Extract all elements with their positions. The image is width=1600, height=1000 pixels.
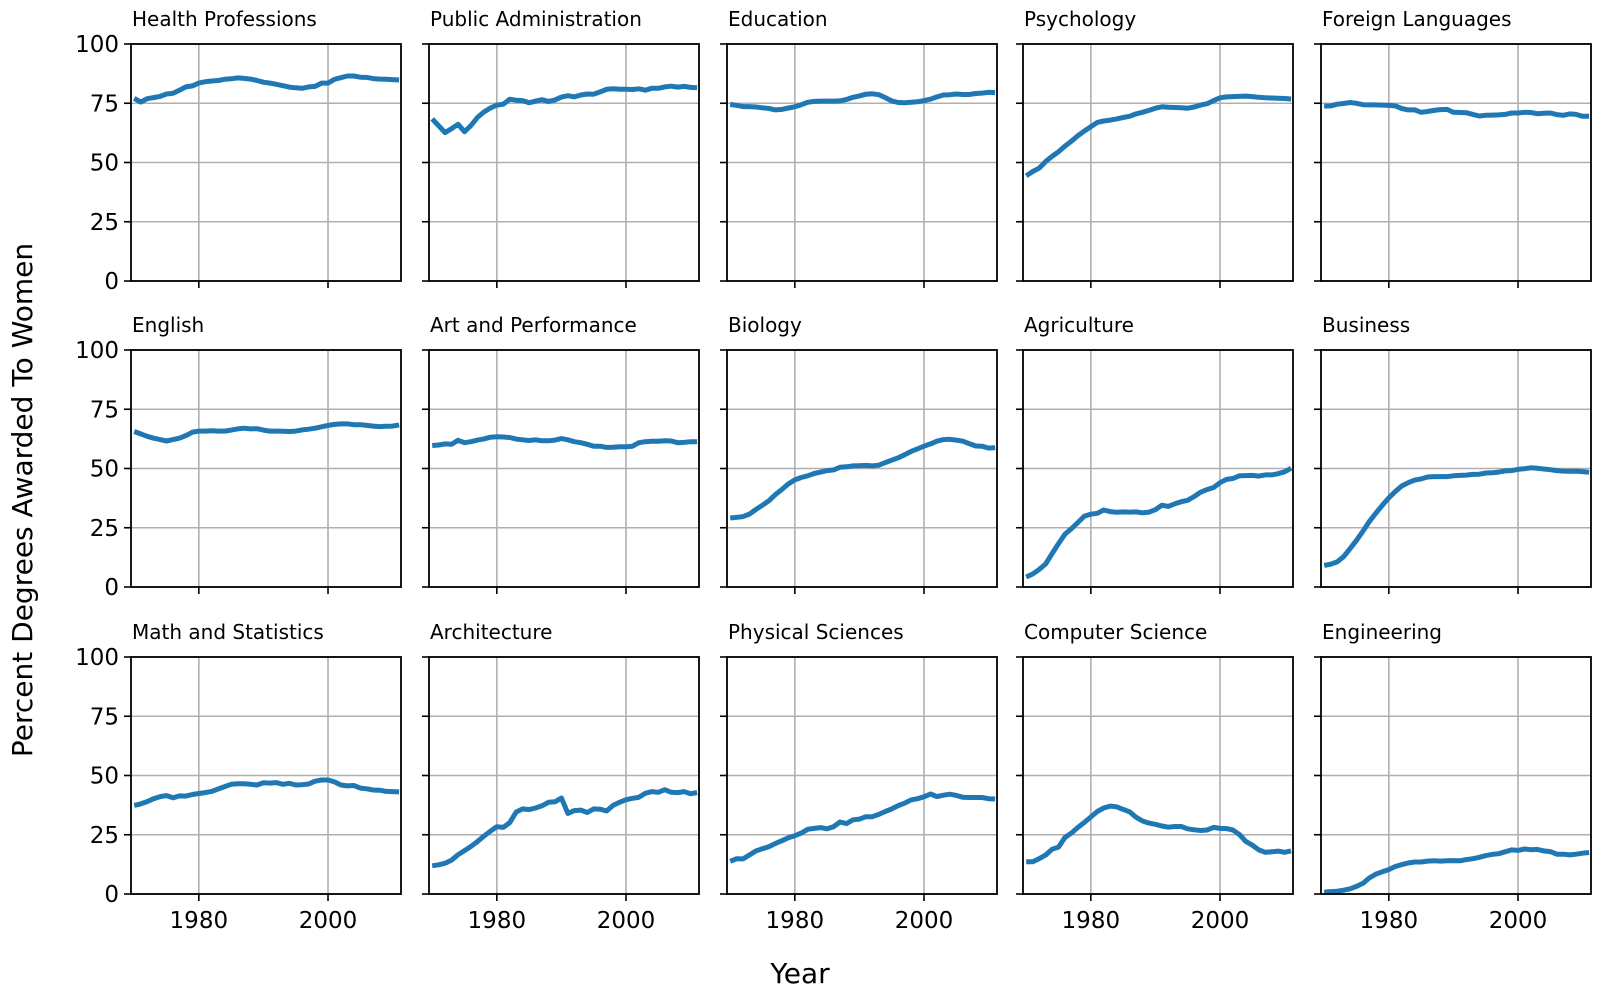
series-line: [1323, 465, 1590, 568]
x-tick-label: 1980: [766, 908, 825, 934]
series-line: [729, 791, 996, 864]
y-tick-label: 25: [90, 516, 119, 542]
series-line: [1026, 803, 1292, 865]
series-line: [432, 434, 698, 450]
y-tick-label: 0: [104, 882, 119, 908]
y-axis-label: Percent Degrees Awarded To Women: [6, 243, 39, 757]
x-tick-label: 1980: [170, 908, 229, 934]
subplot-title: Engineering: [1322, 620, 1442, 644]
subplot-business: Business: [1314, 313, 1592, 594]
series-line: [1324, 846, 1590, 895]
y-tick-label: 75: [90, 704, 119, 730]
subplot-psychology: Psychology: [1016, 7, 1294, 288]
series-line: [431, 787, 698, 869]
y-tick-label: 100: [75, 645, 119, 671]
series-line: [1324, 100, 1590, 119]
series-line: [133, 777, 400, 808]
y-tick-label: 50: [90, 764, 119, 790]
x-tick-label: 2000: [1191, 908, 1250, 934]
series-line: [132, 73, 400, 105]
y-tick-label: 25: [90, 823, 119, 849]
subplot-title: English: [132, 313, 204, 337]
x-axis-label: Year: [769, 957, 830, 990]
series-line: [1024, 93, 1292, 178]
subplot-title: Psychology: [1024, 7, 1136, 31]
x-tick-label: 1980: [1062, 908, 1121, 934]
subplot-title: Education: [728, 7, 828, 31]
subplot-public-administration: Public Administration: [422, 7, 700, 288]
x-tick-label: 1980: [1360, 908, 1419, 934]
series-line: [729, 89, 996, 113]
subplot-health-professions: 0 25 50 75 100 Health Professions: [75, 7, 402, 295]
subplot-english: 0 25 50 75 100 English: [75, 313, 402, 601]
subplot-title: Biology: [728, 313, 802, 337]
subplot-title: Public Administration: [430, 7, 642, 31]
y-tick-label: 25: [90, 210, 119, 236]
subplot-title: Health Professions: [132, 7, 317, 31]
subplot-foreign-languages: Foreign Languages: [1314, 7, 1592, 288]
y-tick-label: 75: [90, 91, 119, 117]
y-tick-label: 75: [90, 397, 119, 423]
subplot-title: Physical Sciences: [728, 620, 904, 644]
subplot-title: Business: [1322, 313, 1410, 337]
subplot-math-and-statistics: 0 25 50 75 100 1980 2000 Math and Statistics: [75, 620, 402, 934]
series-line: [430, 83, 698, 136]
subplot-agriculture: Agriculture: [1016, 313, 1294, 594]
subplot-title: Math and Statistics: [132, 620, 324, 644]
subplot-title: Foreign Languages: [1322, 7, 1512, 31]
x-tick-label: 2000: [1489, 908, 1548, 934]
y-tick-label: 100: [75, 338, 119, 364]
series-line: [1025, 466, 1293, 580]
subplot-art-and-performance: Art and Performance: [422, 313, 700, 594]
subplot-title: Art and Performance: [430, 313, 637, 337]
subplot-architecture: 1980 2000 Architecture: [422, 620, 700, 934]
series-line: [729, 436, 996, 521]
x-tick-label: 1980: [468, 908, 527, 934]
y-tick-label: 50: [90, 151, 119, 177]
series-line: [133, 421, 400, 444]
y-tick-label: 0: [104, 575, 119, 601]
x-tick-label: 2000: [895, 908, 954, 934]
y-tick-label: 100: [75, 32, 119, 58]
subplot-title: Computer Science: [1024, 620, 1207, 644]
subplot-biology: Biology: [720, 313, 998, 594]
subplot-education: Education: [720, 7, 998, 288]
y-tick-label: 0: [104, 269, 119, 295]
subplot-computer-science: 1980 2000 Computer Science: [1016, 620, 1294, 934]
subplot-engineering: 1980 2000 Engineering: [1314, 620, 1592, 934]
subplot-title: Agriculture: [1024, 313, 1134, 337]
y-tick-label: 50: [90, 457, 119, 483]
x-tick-label: 2000: [299, 908, 358, 934]
x-tick-label: 2000: [597, 908, 656, 934]
subplot-title: Architecture: [430, 620, 552, 644]
subplot-physical-sciences: 1980 2000 Physical Sciences: [720, 620, 998, 934]
